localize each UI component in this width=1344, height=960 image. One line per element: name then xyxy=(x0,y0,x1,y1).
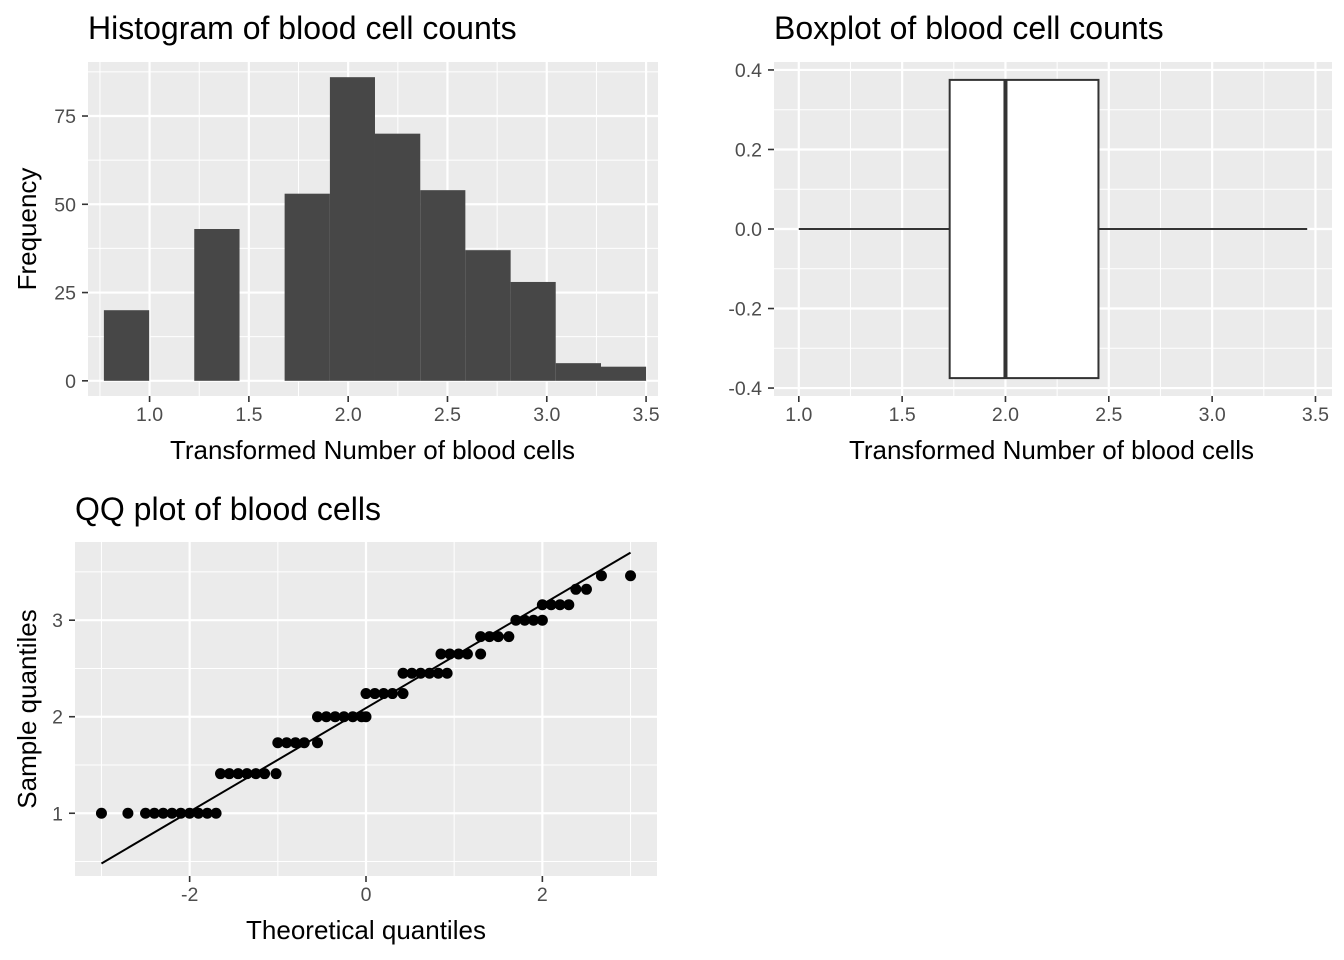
qq-point xyxy=(223,768,235,780)
histogram-x-tick-label: 2.5 xyxy=(434,404,461,426)
qq-reference-line xyxy=(100,551,632,865)
qq-y-tick-label: 2 xyxy=(52,707,63,729)
boxplot-x-tick-label: 2.0 xyxy=(992,404,1019,426)
qq-point xyxy=(201,807,213,819)
qq-point xyxy=(528,614,540,626)
qq-point xyxy=(492,631,504,643)
boxplot-y-tick-label: 0.0 xyxy=(735,219,762,241)
qq-point xyxy=(503,631,515,643)
histogram-bar xyxy=(374,133,421,381)
histogram-panel: Histogram of blood cell counts Transform… xyxy=(12,10,660,465)
histogram-title: Histogram of blood cell counts xyxy=(88,10,517,46)
boxplot-y-tick-label: 0.4 xyxy=(735,60,762,82)
qq-point xyxy=(281,737,293,749)
qq-point xyxy=(423,667,435,679)
histogram-bar xyxy=(601,366,647,381)
qq-x-tick-label: 2 xyxy=(537,884,548,906)
histogram-y-axis-title: Frequency xyxy=(12,168,42,291)
histogram-x-tick-label: 1.0 xyxy=(136,404,163,426)
histogram-x-tick-label: 1.5 xyxy=(235,404,262,426)
qq-point xyxy=(95,807,107,819)
qq-point xyxy=(397,688,409,700)
qq-point xyxy=(536,614,548,626)
qq-point xyxy=(312,711,323,723)
boxplot-y-tick-label: 0.2 xyxy=(735,139,762,161)
boxplot-title: Boxplot of blood cell counts xyxy=(774,10,1164,46)
histogram-x-tick-label: 3.0 xyxy=(533,404,560,426)
qq-point xyxy=(432,667,444,679)
histogram-x-axis-title: Transformed Number of blood cells xyxy=(170,435,575,465)
histogram-y-tick-label: 0 xyxy=(65,371,76,393)
qq-point xyxy=(157,807,169,819)
histogram-y-tick-label: 25 xyxy=(54,283,76,305)
boxplot-x-tick-label: 3.5 xyxy=(1302,404,1329,426)
qq-point xyxy=(272,737,284,749)
histogram-y-tick-label: 50 xyxy=(54,194,76,216)
qq-x-tick-label: 0 xyxy=(361,884,372,906)
qq-y-axis-title: Sample quantiles xyxy=(12,609,42,808)
boxplot-x-axis-title: Transformed Number of blood cells xyxy=(849,435,1254,465)
histogram-bar xyxy=(420,190,466,381)
qq-point xyxy=(406,667,418,679)
boxplot-box xyxy=(948,78,1100,380)
qq-point xyxy=(563,599,575,611)
histogram-bar xyxy=(555,363,601,381)
boxplot-x-tick-label: 2.5 xyxy=(1095,404,1122,426)
qq-point xyxy=(475,648,487,660)
qq-point xyxy=(166,807,178,819)
qq-y-tick-label: 1 xyxy=(52,803,63,825)
qq-point xyxy=(140,807,152,819)
qq-point xyxy=(270,768,282,780)
histogram-x-tick-label: 2.0 xyxy=(335,404,362,426)
histogram-bar xyxy=(103,310,150,381)
qq-x-axis-title: Theoretical quantiles xyxy=(246,915,486,945)
qq-point xyxy=(312,737,323,749)
boxplot-y-tick-label: -0.2 xyxy=(728,299,762,321)
qq-plot-panel: QQ plot of blood cells Theoretical quant… xyxy=(12,491,657,945)
qq-x-tick-label: -2 xyxy=(181,884,198,906)
qq-point xyxy=(360,688,372,700)
qq-point xyxy=(192,807,204,819)
qq-point xyxy=(329,711,341,723)
qq-point xyxy=(360,711,372,723)
histogram-bar xyxy=(194,229,240,381)
qq-y-tick-label: 3 xyxy=(52,610,63,632)
qq-point xyxy=(215,768,226,780)
histogram-bar xyxy=(465,250,511,381)
qq-point xyxy=(625,570,637,582)
histogram-bar xyxy=(284,193,330,381)
histogram-y-tick-label: 75 xyxy=(54,106,76,128)
qq-point xyxy=(369,688,381,700)
qq-point xyxy=(232,768,244,780)
qq-point xyxy=(210,807,222,819)
qq-point xyxy=(397,667,409,679)
qq-plot-title: QQ plot of blood cells xyxy=(75,491,381,527)
qq-point xyxy=(415,667,427,679)
qq-point xyxy=(320,711,332,723)
histogram-x-tick-label: 3.5 xyxy=(633,404,660,426)
histogram-bar xyxy=(510,281,556,381)
boxplot-panel: Boxplot of blood cell counts Transformed… xyxy=(728,10,1332,465)
qq-point xyxy=(580,583,592,595)
qq-point xyxy=(289,737,301,749)
boxplot-y-tick-label: -0.4 xyxy=(728,378,762,400)
qq-point xyxy=(554,599,566,611)
qq-point xyxy=(435,648,447,660)
histogram-bar xyxy=(329,77,375,381)
qq-point xyxy=(122,807,134,819)
boxplot-x-tick-label: 1.0 xyxy=(785,404,812,426)
qq-point xyxy=(259,768,271,780)
qq-point xyxy=(441,667,453,679)
boxplot-x-tick-label: 3.0 xyxy=(1199,404,1226,426)
boxplot-x-tick-label: 1.5 xyxy=(889,404,916,426)
qq-point xyxy=(595,570,607,582)
qq-point xyxy=(148,807,160,819)
